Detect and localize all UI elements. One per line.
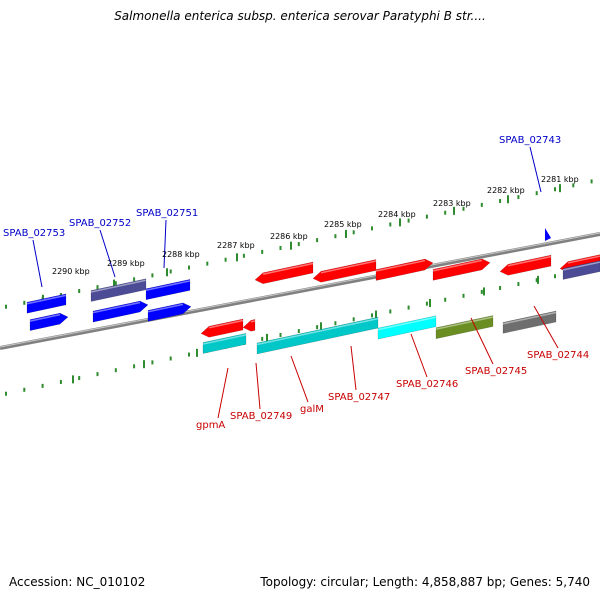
gene-spab-02752-lower-sheen [92,301,141,314]
scale-tick-label: 2284 kbp [378,210,416,219]
label-leader-lines [32,146,559,419]
forward-leader-line [163,219,167,269]
reverse-leader-line [470,317,494,365]
reverse-gene-label: galM [300,404,324,415]
reverse-leader-line [410,333,428,378]
gene-spab-02744-feature [502,310,557,334]
gene-gpma-feature-sheen [202,334,247,345]
accession-text: Accession: NC_010102 [9,575,146,589]
gene-labels: 2290 kbp 2289 kbp 2288 kbp 2287 kbp 2286 kbp… [3,135,589,431]
gene-spab-02745-feature [435,315,494,340]
gene-neighbor-upper-sheen [567,255,600,264]
gene-spab-02745-upper-sheen [432,259,483,272]
scale-tick-label: 2287 kbp [217,241,255,250]
topology-text: Topology: circular; Length: 4,858,887 bp… [260,575,590,589]
gene-galm-upper [254,261,314,284]
gene-spab-02746-feature [377,315,437,340]
gene-gpma-sheen [208,319,244,329]
gene-spab-02746-upper [375,258,434,281]
reverse-leader-line [350,345,357,391]
gene-spab-02747-upper [312,259,377,283]
gene-spab-02753-sheen [26,294,67,305]
map-title: Salmonella enterica subsp. enterica sero… [114,9,486,23]
scale-tick-label: 2283 kbp [433,199,471,208]
gene-spab-02746-upper-sheen [375,259,426,272]
reverse-leader-line [290,355,309,403]
reverse-gene-label: SPAB_02749 [230,411,292,422]
scale-tick-label: 2281 kbp [541,175,579,184]
gene-spab-02751 [145,279,191,301]
forward-leader-line [529,146,542,193]
gene-spab-02753-lower-sheen [29,313,61,322]
gene-track [26,228,600,355]
forward-leader-line [32,239,43,288]
gene-galm-upper-sheen [262,262,314,275]
gene-spab-02744-upper [499,254,552,276]
gene-spab-02751-lower-sheen [147,303,184,313]
forward-leader-line [99,229,116,278]
scale-ticks [5,179,593,396]
gene-spab-02753 [26,293,67,314]
reverse-gene-label: SPAB_02745 [465,366,527,377]
gene-spab-02753-lower [29,312,69,331]
reverse-gene-label: gpmA [196,420,225,431]
scale-tick-label: 2290 kbp [52,267,90,276]
reverse-leader-line [255,362,261,410]
gene-spab-02751-lower [147,302,192,322]
gene-gpma [200,318,244,338]
gene-spab-02744-feature-sheen [502,311,557,325]
gene-spab-02746-feature-sheen [377,316,437,331]
direction-marker [545,228,551,241]
gene-spab-02752-sheen [90,279,147,293]
reverse-gene-label: SPAB_02744 [527,350,589,361]
scale-tick-label: 2282 kbp [487,186,525,195]
gene-spab-02749-sheen [250,320,256,323]
gene-galm-feature-sheen [256,317,379,346]
gene-spab-02752-lower [92,300,149,323]
gene-spab-02745-upper [432,258,491,281]
gene-spab-02751-sheen [145,280,191,291]
reverse-leader-line [217,367,229,419]
forward-gene-label: SPAB_02752 [69,218,131,229]
gene-spab-02745-feature-sheen [435,316,494,330]
gene-spab-02744-upper-sheen [507,255,552,267]
scale-tick-label: 2285 kbp [324,220,362,229]
gene-neighbor-feature [562,260,600,280]
forward-gene-label: SPAB_02753 [3,228,65,239]
reverse-gene-label: SPAB_02746 [396,379,458,390]
reverse-gene-label: SPAB_02747 [328,392,390,403]
gene-neighbor-feature-sheen [562,261,600,271]
backbone [0,232,600,350]
gene-spab-02749 [242,319,256,332]
forward-gene-label: SPAB_02751 [136,208,198,219]
scale-tick-label: 2288 kbp [162,250,200,259]
gene-gpma-feature [202,333,247,354]
scale-tick-label: 2286 kbp [270,232,308,241]
scale-tick-label: 2289 kbp [107,259,145,268]
gene-spab-02747-upper-sheen [320,260,377,274]
backbone-highlight [0,232,600,348]
backbone-line [0,232,600,350]
forward-gene-label: SPAB_02743 [499,135,561,146]
reverse-leader-line [533,305,559,349]
